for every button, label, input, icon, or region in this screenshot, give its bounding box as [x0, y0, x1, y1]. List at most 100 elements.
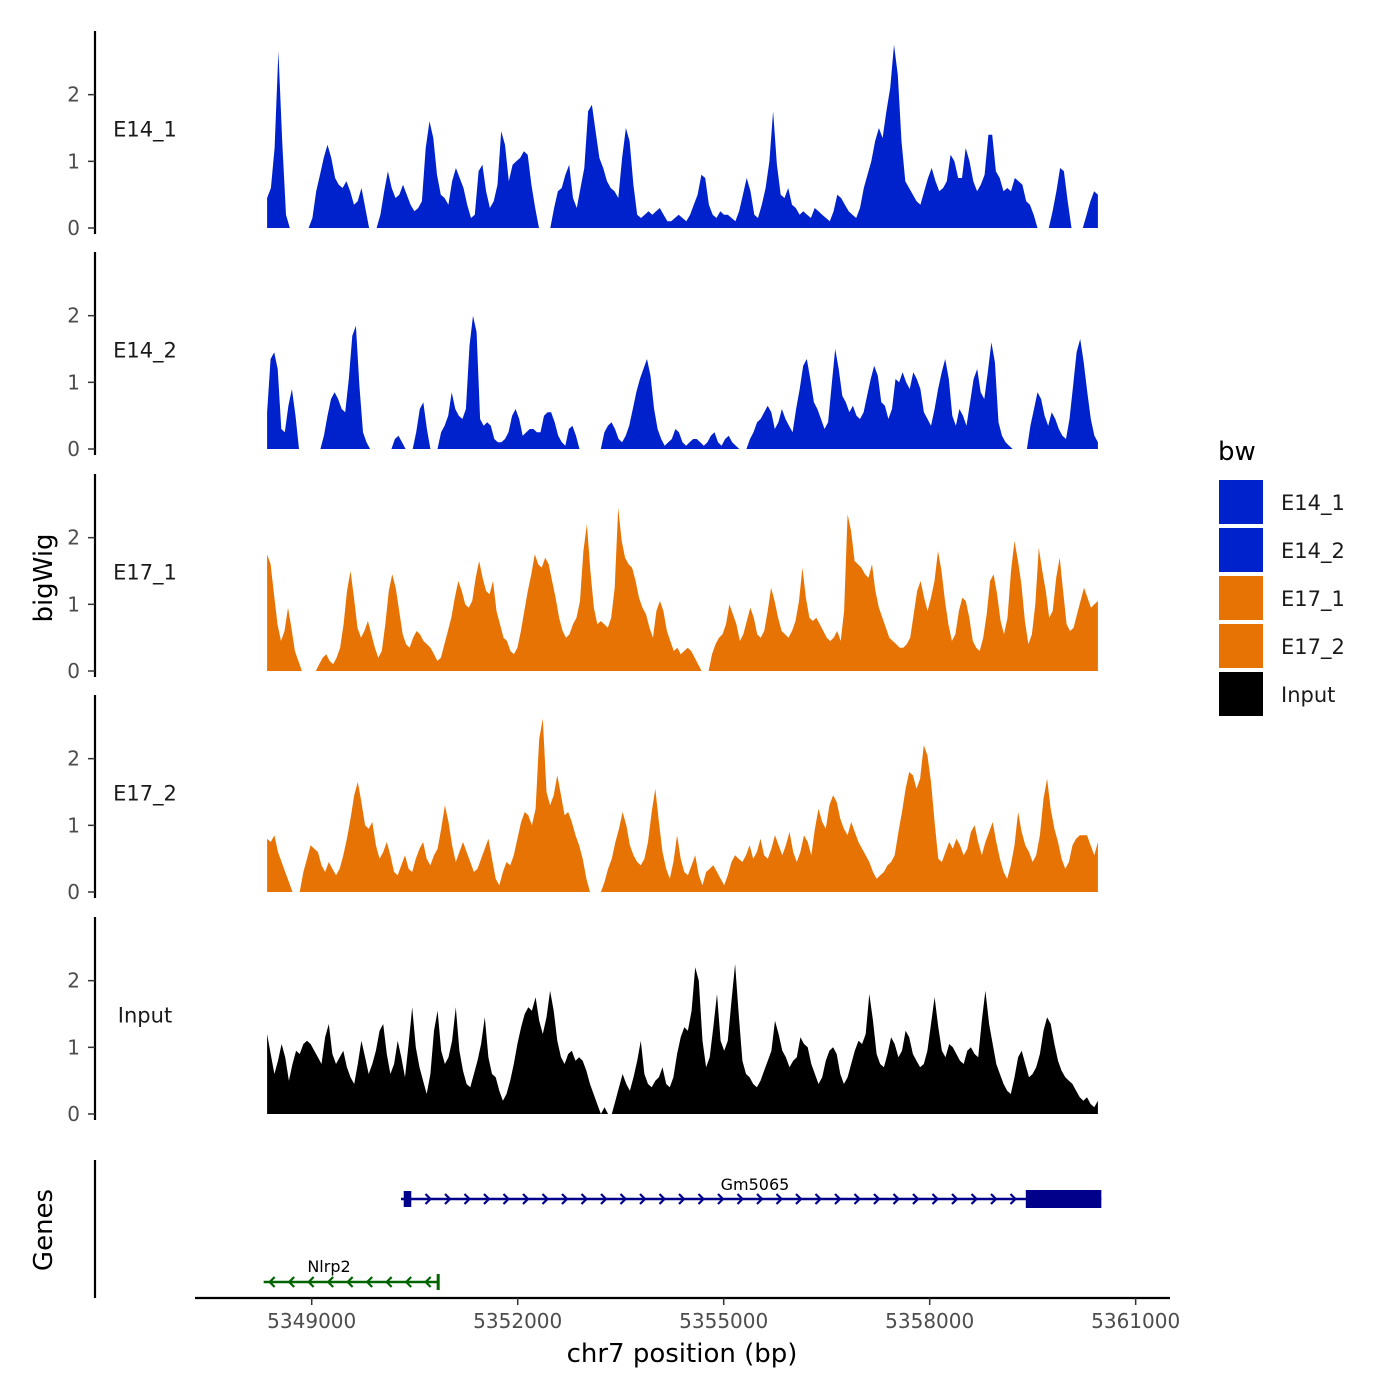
strand-arrow: [463, 1193, 472, 1205]
gene-exon: [403, 1191, 412, 1207]
track-E17_1: 0 1 2 E17_1: [67, 474, 1098, 683]
gene-exon: [1025, 1190, 1102, 1208]
coverage-tracks: 0 1 2 E14_1 0 1 2 E14_2 0 1 2 E17_1 0 1 2 E17_2 0 1 2 Input: [67, 31, 1098, 1126]
y-tick-label: 1: [67, 1035, 80, 1059]
strand-arrow: [931, 1193, 940, 1205]
strand-arrow: [970, 1193, 979, 1205]
legend-swatch: [1219, 672, 1263, 716]
strand-arrow: [853, 1193, 862, 1205]
strand-arrow: [834, 1193, 842, 1205]
y-tick-label: 2: [67, 526, 80, 550]
legend-swatch: [1219, 480, 1263, 524]
coverage-area-E17_1: [267, 507, 1098, 671]
strand-arrow: [736, 1193, 745, 1205]
x-tick-label: 5358000: [885, 1309, 974, 1333]
y-tick-label: 2: [67, 969, 80, 993]
strand-arrow: [346, 1276, 354, 1288]
strand-arrow: [307, 1276, 315, 1288]
gene-Gm5065: Gm5065: [400, 1175, 1102, 1208]
y-tick-label: 1: [67, 592, 80, 616]
strand-arrow: [619, 1193, 628, 1205]
strand-arrow: [873, 1193, 881, 1205]
legend-label: Input: [1281, 683, 1335, 707]
x-tick-label: 5361000: [1091, 1309, 1180, 1333]
strand-arrow: [990, 1193, 998, 1205]
strand-arrow: [287, 1276, 295, 1288]
gene-label: Nlrp2: [307, 1257, 350, 1276]
strand-arrow: [912, 1193, 920, 1205]
x-tick-label: 5352000: [473, 1309, 562, 1333]
y-tick-label: 0: [67, 1102, 80, 1126]
y-tick-label: 0: [67, 216, 80, 240]
track-label: E17_2: [113, 782, 177, 807]
legend-label: E14_1: [1281, 491, 1345, 516]
strand-arrow: [444, 1193, 452, 1205]
strand-arrow: [580, 1193, 589, 1205]
legend-swatch: [1219, 624, 1263, 668]
coverage-area-E17_2: [267, 718, 1098, 892]
legend-label: E17_1: [1281, 587, 1345, 612]
strand-arrow: [639, 1193, 647, 1205]
gene-label: Gm5065: [721, 1175, 790, 1194]
strand-arrow: [600, 1193, 608, 1205]
track-label: E17_1: [113, 561, 177, 586]
strand-arrow: [365, 1276, 373, 1288]
track-label: Input: [118, 1004, 172, 1028]
track-label: E14_2: [113, 339, 177, 364]
y-tick-label: 0: [67, 659, 80, 683]
track-label: E14_1: [113, 118, 177, 143]
strand-arrow: [795, 1193, 803, 1205]
legend-label: E17_2: [1281, 635, 1345, 660]
y-tick-label: 2: [67, 304, 80, 328]
legend-title: bw: [1218, 437, 1256, 467]
strand-arrow: [697, 1193, 706, 1205]
y-tick-label: 1: [67, 149, 80, 173]
coverage-area-Input: [267, 964, 1098, 1114]
coverage-area-E14_2: [267, 315, 1098, 449]
y-axis-title: bigWig: [29, 533, 59, 622]
track-E17_2: 0 1 2 E17_2: [67, 695, 1098, 904]
track-E14_2: 0 1 2 E14_2: [67, 252, 1098, 461]
strand-arrow: [502, 1193, 511, 1205]
gene-exon: [436, 1274, 440, 1290]
strand-arrow: [717, 1193, 725, 1205]
strand-arrow: [658, 1193, 667, 1205]
strand-arrow: [326, 1276, 334, 1288]
strand-arrow: [522, 1193, 530, 1205]
strand-arrow: [814, 1193, 823, 1205]
strand-arrow: [678, 1193, 686, 1205]
strand-arrow: [892, 1193, 901, 1205]
strand-arrow: [424, 1193, 433, 1205]
y-tick-label: 0: [67, 880, 80, 904]
legend-label: E14_2: [1281, 539, 1345, 564]
coverage-area-E14_1: [267, 44, 1098, 229]
gene-panel: Nlrp2 Gm5065: [93, 1160, 1102, 1298]
track-Input: 0 1 2 Input: [67, 917, 1098, 1126]
strand-arrow: [483, 1193, 491, 1205]
strand-arrow: [404, 1276, 412, 1288]
y-tick-label: 2: [67, 747, 80, 771]
strand-arrow: [561, 1193, 569, 1205]
strand-arrow: [756, 1193, 764, 1205]
legend-swatch: [1219, 528, 1263, 572]
strand-arrow: [385, 1276, 393, 1288]
y-tick-label: 1: [67, 813, 80, 837]
y-tick-label: 0: [67, 437, 80, 461]
legend-swatch: [1219, 576, 1263, 620]
y-tick-label: 2: [67, 83, 80, 107]
strand-arrow: [424, 1276, 432, 1288]
y-tick-label: 1: [67, 370, 80, 394]
strand-arrow: [775, 1193, 784, 1205]
strand-arrow: [541, 1193, 550, 1205]
x-axis: 5349000 5352000 5355000 5358000 5361000: [195, 1296, 1180, 1333]
track-E14_1: 0 1 2 E14_1: [67, 31, 1098, 240]
x-tick-label: 5349000: [267, 1309, 356, 1333]
legend: bw E14_1 E14_2 E17_1 E17_2 Input: [1218, 437, 1345, 716]
genes-axis-title: Genes: [29, 1189, 59, 1271]
strand-arrow: [268, 1276, 276, 1288]
strand-arrow: [951, 1193, 959, 1205]
strand-arrow: [1009, 1193, 1018, 1205]
x-tick-label: 5355000: [679, 1309, 768, 1333]
x-axis-title: chr7 position (bp): [567, 1339, 798, 1369]
